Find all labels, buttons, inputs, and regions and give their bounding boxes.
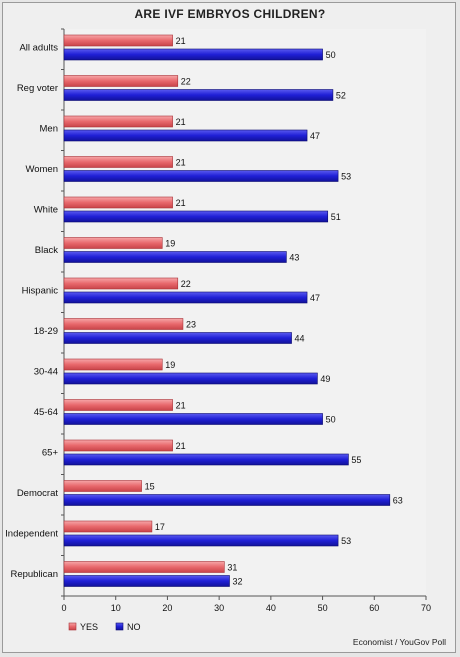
value-label: 15 [145,482,155,492]
value-label: 22 [181,77,191,87]
bar-yes [63,439,173,452]
bar-yes [63,480,142,492]
legend-label-yes: YES [80,622,98,632]
x-tick-label: 0 [61,603,66,613]
chart-frame: ARE IVF EMBRYOS CHILDREN? Economist / Yo… [2,2,456,653]
x-tick-label: 50 [318,603,328,613]
category-label: All adults [19,43,58,54]
value-label: 19 [165,239,175,249]
value-label: 32 [232,577,242,587]
bar-yes [63,277,179,290]
value-label: 21 [176,401,186,411]
value-label: 55 [351,455,361,465]
value-label: 21 [176,198,186,208]
value-label: 47 [310,131,320,141]
category-label: Men [40,124,58,135]
category-label: Republican [10,569,58,580]
x-tick-label: 60 [369,603,379,613]
x-tick-label: 70 [421,603,431,613]
bar-no [63,372,318,385]
bar-no [63,129,308,142]
chart-source: Economist / YouGov Poll [353,637,446,647]
bar-yes [63,196,173,209]
bar-yes [63,358,163,371]
legend-swatch-no [115,622,124,631]
category-label: 18-29 [34,326,58,337]
legend-label-no: NO [127,622,141,632]
category-label: Hispanic [22,286,59,297]
value-label: 50 [326,415,336,425]
value-label: 53 [341,536,351,546]
value-label: 53 [341,172,351,182]
category-label: 65+ [42,448,59,459]
bar-no [63,413,323,425]
bar-yes [63,237,163,249]
bar-yes [63,561,225,573]
bar-no [63,494,391,506]
bar-yes [63,115,173,128]
value-label: 21 [176,441,186,451]
category-label: Democrat [17,488,59,499]
bar-no [63,291,308,304]
value-label: 21 [176,158,186,168]
bar-no [63,170,339,182]
x-tick-label: 20 [162,603,172,613]
category-label: Women [25,164,58,175]
bar-yes [63,318,184,330]
category-label: Reg voter [17,83,58,94]
category-label: White [34,205,58,216]
bar-no [63,210,329,223]
bar-yes [63,520,153,533]
bar-no [63,534,339,547]
value-label: 51 [331,212,341,222]
bar-no [63,332,292,344]
value-label: 43 [289,253,299,263]
value-label: 22 [181,279,191,289]
bar-no [63,453,349,466]
legend-swatch-yes [68,622,77,631]
x-tick-label: 30 [214,603,224,613]
plot-area [64,29,426,596]
value-label: 21 [176,36,186,46]
value-label: 23 [186,320,196,330]
bar-no [63,575,230,587]
bar-yes [63,34,173,47]
x-tick-label: 10 [111,603,121,613]
value-label: 19 [165,360,175,370]
category-label: 30-44 [34,367,58,378]
category-label: Independent [5,529,58,540]
bar-yes [63,75,179,87]
value-label: 17 [155,522,165,532]
value-label: 47 [310,293,320,303]
bar-no [63,251,287,263]
bar-yes [63,399,173,411]
bar-no [63,48,323,61]
bar-chart: ARE IVF EMBRYOS CHILDREN? Economist / Yo… [5,7,446,647]
chart-title: ARE IVF EMBRYOS CHILDREN? [134,7,325,21]
x-tick-label: 40 [266,603,276,613]
value-label: 63 [393,496,403,506]
value-label: 21 [176,117,186,127]
category-label: 45-64 [34,407,58,418]
value-label: 31 [227,563,237,573]
bar-yes [63,156,173,168]
bar-no [63,89,334,101]
value-label: 44 [295,334,305,344]
value-label: 49 [320,374,330,384]
value-label: 50 [326,50,336,60]
value-label: 52 [336,91,346,101]
category-label: Black [35,245,58,256]
